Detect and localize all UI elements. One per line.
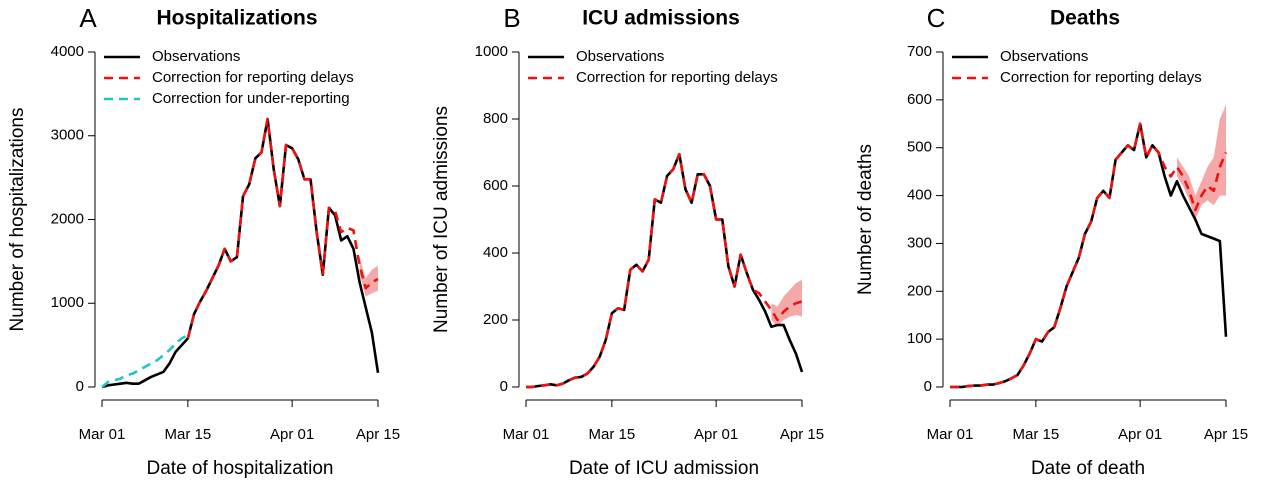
- confidence-band: [1176, 104, 1226, 220]
- legend-label: Correction for reporting delays: [576, 69, 778, 86]
- x-tick-label: Mar 01: [927, 426, 974, 443]
- legend-label: Correction for under-reporting: [152, 90, 350, 107]
- series-line: [101, 117, 380, 389]
- legend-label: Observations: [576, 48, 664, 65]
- y-axis-label: Number of hospitalizations: [7, 108, 28, 332]
- legend-label: Correction for reporting delays: [1000, 69, 1202, 86]
- panel-label: C: [927, 3, 946, 33]
- y-tick-label: 1000: [475, 43, 508, 60]
- series-line: [950, 122, 1228, 389]
- y-tick-label: 400: [907, 187, 932, 204]
- panel-title: Hospitalizations: [156, 7, 317, 30]
- x-tick-label: Apr 15: [1204, 426, 1248, 443]
- x-tick-label: Mar 15: [165, 426, 212, 443]
- y-tick-label: 3000: [51, 127, 84, 144]
- x-tick-label: Apr 01: [1118, 426, 1162, 443]
- panel-label: B: [503, 3, 520, 33]
- x-axis-label: Date of hospitalization: [147, 458, 334, 479]
- legend-label: Observations: [152, 48, 240, 65]
- legend-label: Observations: [1000, 48, 1088, 65]
- y-tick-label: 2000: [51, 210, 84, 227]
- y-tick-label: 4000: [51, 43, 84, 60]
- x-tick-label: Mar 15: [1013, 426, 1060, 443]
- y-tick-label: 300: [907, 234, 932, 251]
- panel-label: A: [79, 3, 97, 33]
- x-tick-label: Apr 01: [694, 426, 738, 443]
- y-tick-label: 700: [907, 43, 932, 60]
- series-line: [950, 122, 1228, 389]
- y-tick-label: 800: [483, 110, 508, 127]
- legend-label: Correction for reporting delays: [152, 69, 354, 86]
- y-tick-label: 400: [483, 244, 508, 261]
- y-tick-label: 100: [907, 330, 932, 347]
- series-line: [526, 152, 804, 389]
- x-tick-label: Mar 15: [589, 426, 636, 443]
- confidence-band: [771, 279, 802, 327]
- x-tick-label: Mar 01: [503, 426, 550, 443]
- x-tick-label: Apr 01: [270, 426, 314, 443]
- y-tick-label: 200: [483, 311, 508, 328]
- x-axis-label: Date of ICU admission: [569, 458, 759, 479]
- series-line: [101, 333, 189, 389]
- series-line: [186, 117, 379, 339]
- panel-title: Deaths: [1050, 7, 1120, 30]
- x-tick-label: Apr 15: [780, 426, 824, 443]
- y-tick-label: 0: [76, 378, 84, 395]
- series-line: [526, 152, 803, 389]
- y-tick-label: 600: [907, 91, 932, 108]
- y-axis-label: Number of deaths: [855, 144, 876, 295]
- y-tick-label: 200: [907, 282, 932, 299]
- y-tick-label: 1000: [51, 294, 84, 311]
- y-tick-label: 0: [924, 378, 932, 395]
- x-axis-label: Date of death: [1031, 458, 1145, 479]
- x-tick-label: Apr 15: [356, 426, 400, 443]
- panel-title: ICU admissions: [582, 7, 740, 30]
- y-tick-label: 0: [500, 378, 508, 395]
- y-tick-label: 600: [483, 177, 508, 194]
- y-axis-label: Number of ICU admissions: [431, 106, 452, 333]
- y-tick-label: 500: [907, 139, 932, 156]
- x-tick-label: Mar 01: [79, 426, 126, 443]
